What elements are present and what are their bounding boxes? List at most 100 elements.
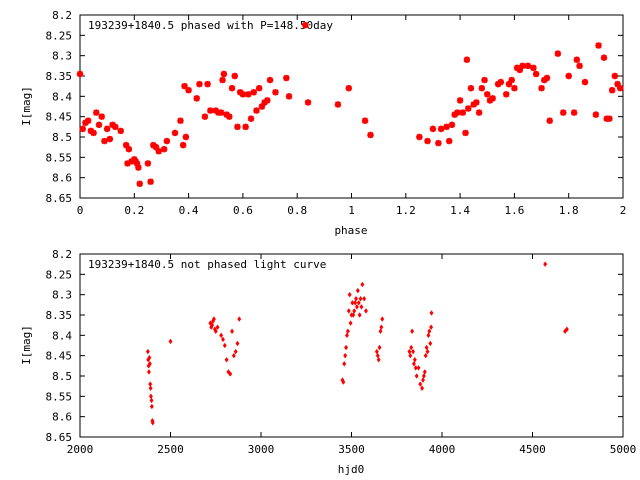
data-point — [463, 56, 471, 63]
data-point — [341, 379, 346, 385]
data-point — [484, 91, 491, 98]
bottom-y-ticks: 8.2 8.25 8.3 8.35 8.4 8.45 8.5 8.55 8.6 8.65 — [46, 248, 623, 444]
data-point — [429, 324, 434, 331]
data-point — [357, 312, 362, 318]
data-point — [426, 332, 431, 339]
data-point — [418, 381, 423, 387]
top-chart-title: 193239+1840.5 phased with P=148.50day — [88, 19, 333, 32]
bottom-y-axis-title: I[mag] — [20, 325, 33, 365]
data-point — [595, 42, 602, 49]
x-tick-label: 0.6 — [233, 204, 253, 217]
data-point — [148, 393, 153, 400]
top-x-axis-title: phase — [334, 224, 367, 237]
data-point — [346, 308, 351, 314]
data-point — [511, 85, 518, 92]
data-point — [560, 109, 567, 116]
data-point — [304, 99, 312, 106]
data-point — [135, 164, 142, 171]
data-point — [377, 344, 382, 351]
data-point — [145, 348, 150, 355]
data-point — [344, 332, 349, 339]
data-point — [147, 354, 152, 361]
y-tick-label: 8.5 — [52, 131, 72, 144]
data-point — [148, 385, 153, 392]
data-point — [353, 299, 358, 306]
data-point — [424, 344, 429, 351]
data-point — [219, 76, 226, 84]
data-point — [351, 312, 356, 318]
data-point — [617, 85, 624, 92]
data-point — [235, 340, 240, 347]
data-point — [358, 295, 363, 302]
x-tick-label: 2000 — [67, 443, 94, 456]
data-point — [446, 137, 453, 145]
data-point — [420, 385, 425, 392]
top-y-ticks: 8.2 8.25 8.3 8.35 8.4 8.45 8.5 8.55 8.6 8.65 — [46, 9, 623, 205]
data-point — [407, 348, 412, 355]
data-point — [408, 352, 413, 359]
data-point — [376, 356, 381, 363]
data-point — [424, 137, 431, 145]
data-point — [103, 125, 111, 133]
y-tick-label: 8.45 — [46, 111, 73, 124]
data-point — [215, 324, 220, 331]
data-point — [538, 85, 545, 92]
data-point — [217, 109, 225, 116]
data-point — [98, 113, 105, 120]
data-point — [253, 107, 260, 114]
x-tick-label: 4500 — [519, 443, 546, 456]
data-point — [233, 348, 238, 355]
data-point — [242, 123, 249, 131]
data-point — [163, 137, 171, 145]
top-plot-frame — [79, 14, 624, 199]
data-point — [497, 78, 505, 86]
data-point — [565, 72, 572, 80]
data-point — [546, 117, 553, 124]
data-point — [554, 50, 562, 57]
top-y-axis-title: I[mag] — [20, 86, 33, 126]
data-point — [411, 348, 416, 355]
data-point — [345, 328, 350, 335]
data-point — [414, 373, 419, 379]
data-point — [600, 54, 608, 61]
data-point — [465, 105, 472, 112]
data-point — [429, 125, 437, 133]
data-point — [255, 85, 263, 92]
bottom-data-points — [145, 261, 569, 426]
data-point — [350, 299, 355, 306]
data-point — [425, 348, 430, 355]
data-point — [519, 62, 526, 70]
data-point — [413, 365, 418, 371]
y-tick-label: 8.55 — [46, 151, 73, 164]
data-point — [412, 356, 417, 363]
data-point — [93, 109, 100, 116]
x-tick-label: 0.4 — [179, 204, 199, 217]
x-tick-label: 1.6 — [504, 204, 524, 217]
data-point — [409, 344, 414, 351]
data-point — [79, 125, 86, 133]
data-point — [576, 62, 583, 70]
data-point — [228, 371, 233, 377]
data-point — [285, 93, 293, 100]
data-point — [213, 328, 218, 335]
data-point — [160, 146, 168, 153]
data-point — [530, 64, 537, 72]
data-point — [416, 365, 421, 371]
data-point — [226, 113, 233, 120]
data-point — [228, 85, 236, 92]
bottom-x-ticks: 2000 2500 3000 3500 4000 4500 5000 — [67, 254, 636, 456]
data-point — [185, 87, 192, 94]
x-tick-label: 2 — [620, 204, 627, 217]
data-point — [125, 146, 133, 153]
data-point — [122, 141, 130, 149]
data-point — [147, 178, 154, 185]
data-point — [239, 91, 247, 98]
data-point — [437, 125, 445, 133]
data-point — [148, 381, 153, 387]
data-point — [489, 95, 496, 102]
data-point — [378, 328, 383, 335]
data-point — [182, 133, 190, 141]
top-chart-phased: 193239+1840.5 phased with P=148.50day ph… — [20, 9, 626, 237]
x-tick-label: 2500 — [157, 443, 184, 456]
y-tick-label: 8.6 — [52, 172, 72, 185]
